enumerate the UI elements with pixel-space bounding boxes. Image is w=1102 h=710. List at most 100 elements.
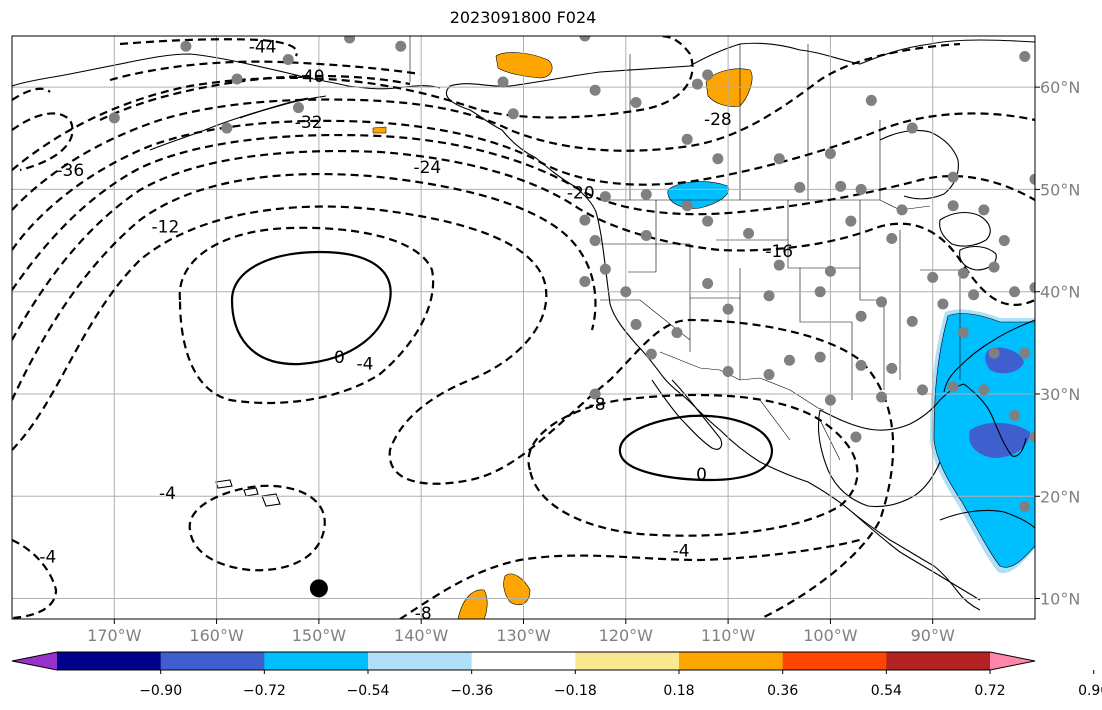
station-dot [395,40,407,52]
station-dot [722,303,734,315]
station-dot [957,267,969,279]
station-dot [916,384,928,396]
great-lakes [939,211,991,247]
colorbar-label: 0.72 [974,683,1005,699]
lat-tick-label: 10°N [1040,590,1080,609]
border-states-3 [716,239,860,269]
contour-m8-south [399,538,861,619]
contour-label: -16 [765,242,793,262]
height-contours [12,36,1035,619]
contour-label: -36 [56,161,84,181]
colorbar-label: 0.18 [663,683,694,699]
station-dot [231,73,243,85]
lon-tick-label: 160°W [189,626,244,645]
station-dot [671,327,683,339]
contour-label: -12 [152,217,180,237]
contour-m4-southwest [12,538,58,619]
lon-tick-label: 90°W [911,626,955,645]
lat-tick-label: 40°N [1040,283,1080,302]
station-dot [886,233,898,245]
station-markers [108,10,1061,512]
station-dot [906,315,918,327]
station-dot [589,235,601,247]
lon-tick-label: 120°W [599,626,654,645]
colorbar-segment [782,652,887,670]
contour-label: -28 [704,110,732,130]
hudson-bay-coast [879,129,959,200]
hawaii-1 [215,479,233,489]
station-dot [763,369,775,381]
contour-label: -4 [673,541,690,561]
border-us-canada [598,199,931,211]
contour-m16 [12,149,1035,341]
colorbar-label: −0.72 [243,683,286,699]
station-dot [855,310,867,322]
contour-m44 [119,38,298,57]
contour-m4-west [178,226,435,405]
coast-east [943,319,1035,393]
aleutians [149,97,309,151]
colorbar-outline [11,651,1036,671]
station-dot [957,327,969,339]
graticule [12,36,1035,619]
station-dot [1050,329,1061,340]
colorbar-segment [886,652,991,670]
political-borders [409,36,961,461]
contour-label: -24 [413,158,441,178]
station-dot [968,289,980,301]
station-dot [1029,173,1035,185]
station-dot [773,153,785,165]
station-dot [865,94,877,106]
station-dot [645,348,657,360]
station-dot [630,96,642,108]
station-dot [180,40,192,52]
station-dot [1009,286,1021,298]
station-dot [507,108,519,120]
station-dot [947,171,959,183]
station-dot [896,204,908,216]
colorbar-extend-max [990,652,1035,670]
border-us-mexico [659,351,825,411]
station-dot [620,286,632,298]
contour-zero-west [230,250,392,366]
colorbar-label: −0.36 [450,683,493,699]
hawaii-2 [243,487,259,497]
station-dot [958,10,969,21]
lat-tick-label: 20°N [1040,487,1080,506]
axis-ticks: 170°W 160°W 150°W 140°W 130°W 120°W 110°W 100°W… [87,78,1080,645]
station-dot [845,215,857,227]
hawaii-3 [261,493,281,507]
station-dot [589,388,601,400]
map-area: -44 -40 -36 -32 -24 -20 -28 -16 -12 0 -4 -8 0 -4 -4 -4 -… [12,10,1061,619]
contour-labels: -44 -40 -36 -32 -24 -20 -28 -16 -12 0 -4 -8 0 -4 -4 -4 -… [39,37,793,619]
contour-m8 [12,205,895,619]
colorbar-extend-min [12,652,57,670]
alaska-peninsula [239,95,327,119]
shade-negative-montana [667,181,729,209]
border-states-8 [859,200,885,390]
coast-baja [651,379,723,450]
colorbar-segment [57,652,162,670]
contour-m32 [12,36,694,171]
contour-label: -8 [589,395,606,415]
lat-tick-label: 60°N [1040,78,1080,97]
coast-cuba [939,509,1035,529]
station-dot [978,384,990,396]
colorbar: −0.90 −0.72 −0.54 −0.36 −0.18 0.18 0.36 0.54 0.7… [11,651,1102,699]
station-dot [855,183,867,195]
station-dot [794,181,806,193]
colorbar-segment [575,652,680,670]
contour-m20 [12,133,1035,291]
contour-m40 [109,60,421,82]
station-dot [681,133,693,145]
station-dot [814,286,826,298]
station-dot [221,122,233,134]
station-dot [927,271,939,283]
colorbar-segment [160,652,265,670]
station-dot [773,259,785,271]
station-dot [292,102,304,114]
station-dot [998,235,1010,247]
station-dot [589,84,601,96]
station-dot [722,365,734,377]
